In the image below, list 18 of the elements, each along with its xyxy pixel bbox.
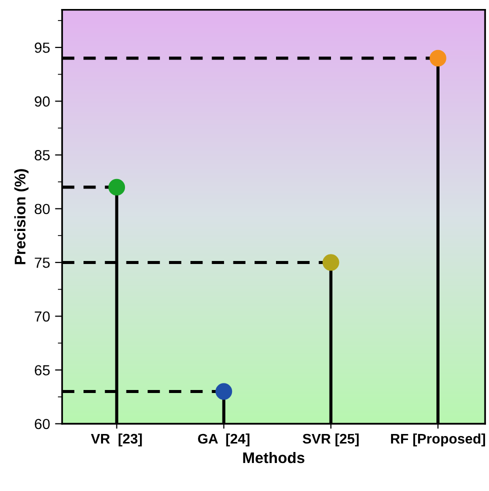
x-tick-label: SVR [25] bbox=[302, 433, 359, 446]
point bbox=[215, 383, 232, 400]
y-tick-label: 70 bbox=[34, 311, 50, 322]
point bbox=[430, 50, 446, 67]
y-tick-label: 90 bbox=[34, 96, 50, 107]
point bbox=[322, 254, 340, 271]
y-tick-label: 85 bbox=[34, 150, 50, 160]
y-tick-label: 95 bbox=[34, 42, 50, 53]
x-tick-label: RF [Proposed] bbox=[391, 433, 486, 446]
y-axis-title: Precision (%) bbox=[14, 169, 29, 264]
y-tick-label: 75 bbox=[34, 258, 50, 268]
y-tick-label: 65 bbox=[34, 365, 50, 376]
point bbox=[108, 178, 126, 196]
x-tick-label: GA [24] bbox=[198, 433, 250, 446]
y-tick-label: 60 bbox=[34, 418, 50, 430]
x-tick-label: VR [23] bbox=[90, 433, 142, 446]
x-axis-title: Methods bbox=[243, 452, 304, 464]
y-tick-label: 80 bbox=[34, 204, 50, 214]
